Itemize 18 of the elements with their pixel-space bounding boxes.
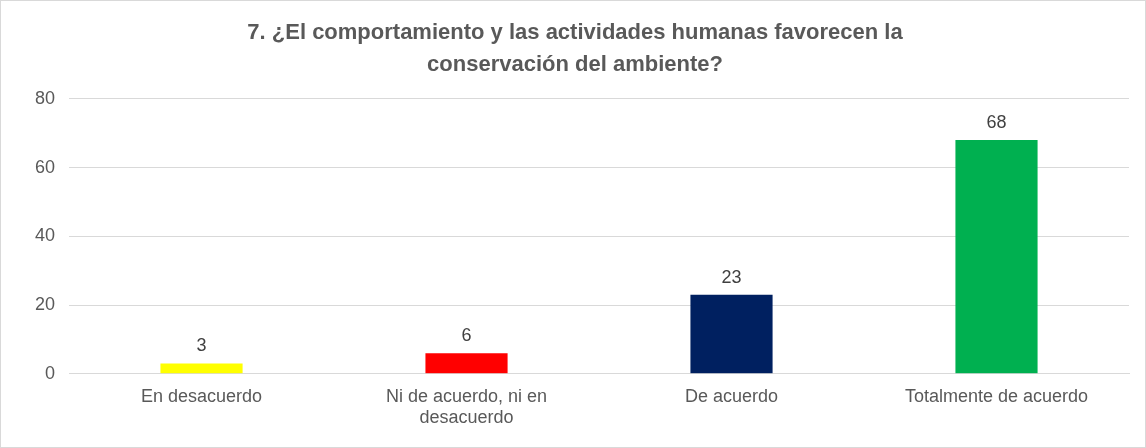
chart-title: 7. ¿El comportamiento y las actividades humanas favorecen la conservación del ambiente? <box>247 19 904 76</box>
data-label: 3 <box>196 335 207 356</box>
x-tick-label: De acuerdo <box>684 385 779 406</box>
bar <box>160 363 243 374</box>
bar <box>955 140 1038 374</box>
y-tick-label: 20 <box>34 294 56 315</box>
y-tick-label: 60 <box>34 156 56 177</box>
data-label: 23 <box>721 266 742 287</box>
bar <box>690 294 773 374</box>
x-tick-label: En desacuerdo <box>140 385 263 406</box>
y-tick-label: 40 <box>34 225 56 246</box>
x-tick-label: Totalmente de acuerdo <box>904 385 1089 406</box>
y-tick-label: 0 <box>45 362 56 383</box>
data-label: 68 <box>986 112 1007 133</box>
y-tick-label: 80 <box>34 87 56 108</box>
x-tick-label: Ni de acuerdo, ni en desacuerdo <box>385 385 548 428</box>
bar <box>425 353 508 374</box>
data-label: 6 <box>461 325 472 346</box>
